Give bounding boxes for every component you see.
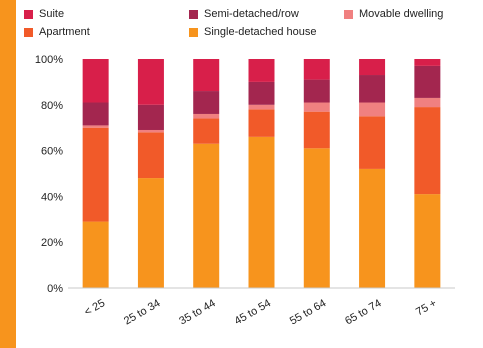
bar-segment-5-1 — [359, 116, 386, 169]
y-tick-label: 80% — [41, 100, 63, 112]
bar-segment-6-0 — [414, 194, 441, 288]
legend-label-suite: Suite — [39, 8, 65, 20]
bars-group — [82, 59, 441, 288]
bar-segment-1-4 — [137, 59, 164, 105]
bar-segment-4-0 — [303, 148, 330, 288]
bar-segment-6-4 — [414, 59, 441, 66]
legend-label-apartment: Apartment — [39, 26, 90, 38]
bar-segment-0-4 — [82, 59, 109, 103]
y-tick-label: 100% — [35, 54, 63, 66]
bar-segment-6-3 — [414, 65, 441, 98]
bar-segment-6-1 — [414, 107, 441, 195]
x-tick-label: 55 to 64 — [288, 297, 328, 327]
y-tick-label: 60% — [41, 146, 63, 158]
bar-segment-2-1 — [193, 118, 220, 144]
bar-segment-6-2 — [414, 97, 441, 108]
bar-segment-0-1 — [82, 127, 109, 222]
x-axis: < 25 25 to 34 35 to 44 45 to 54 55 to 64 65 t… — [68, 287, 455, 327]
bar-segment-3-2 — [248, 104, 275, 110]
bar-segment-2-0 — [193, 143, 220, 288]
bar-segment-5-2 — [359, 102, 386, 117]
bar-segment-3-1 — [248, 109, 275, 137]
y-tick-label: 40% — [41, 191, 63, 203]
bar-segment-2-4 — [193, 59, 220, 92]
bar-segment-0-2 — [82, 125, 109, 128]
legend-label-single-detached: Single-detached house — [204, 26, 317, 38]
accent-bar — [0, 0, 16, 348]
x-tick-label: 35 to 44 — [177, 297, 217, 327]
legend-item-suite: Suite — [24, 8, 64, 20]
legend-item-apartment: Apartment — [24, 26, 90, 38]
bar-segment-2-2 — [193, 113, 220, 119]
bar-segment-4-1 — [303, 111, 330, 149]
legend-item-movable: Movable dwelling — [344, 8, 443, 20]
legend: Suite Semi-detached/row Movable dwelling… — [24, 4, 479, 38]
legend-swatch-suite — [24, 9, 33, 19]
x-tick-label: 75 + — [414, 297, 439, 318]
bar-segment-1-0 — [137, 178, 164, 288]
bar-segment-4-4 — [303, 59, 330, 80]
y-axis: 0% 20% 40% 60% 80% 100% — [35, 54, 63, 295]
bar-segment-0-0 — [82, 221, 109, 288]
bar-segment-1-3 — [137, 104, 164, 130]
x-tick-label: < 25 — [82, 297, 107, 318]
legend-swatch-apartment — [24, 27, 33, 37]
y-tick-label: 20% — [41, 237, 63, 249]
legend-swatch-movable — [344, 9, 353, 19]
legend-swatch-single-detached — [189, 27, 198, 37]
legend-swatch-semi-detached — [189, 9, 198, 19]
bar-segment-3-3 — [248, 81, 275, 105]
legend-item-semi-detached: Semi-detached/row — [189, 8, 299, 20]
x-tick-label: 65 to 74 — [343, 297, 383, 327]
x-tick-label: 25 to 34 — [122, 297, 162, 327]
bar-segment-3-0 — [248, 136, 275, 288]
bar-segment-5-0 — [359, 168, 386, 288]
bar-segment-4-2 — [303, 102, 330, 112]
bar-segment-5-4 — [359, 59, 386, 76]
y-tick-label: 0% — [47, 283, 63, 295]
bar-segment-1-1 — [137, 132, 164, 179]
bar-segment-3-4 — [248, 59, 275, 82]
x-tick-label: 45 to 54 — [233, 297, 273, 327]
legend-label-semi-detached: Semi-detached/row — [204, 8, 299, 20]
bar-segment-5-3 — [359, 75, 386, 103]
bar-segment-1-2 — [137, 129, 164, 133]
bar-segment-4-3 — [303, 79, 330, 103]
bar-segment-0-3 — [82, 102, 109, 126]
bar-segment-2-3 — [193, 91, 220, 114]
legend-item-single-detached: Single-detached house — [189, 26, 317, 38]
legend-label-movable: Movable dwelling — [359, 8, 444, 20]
